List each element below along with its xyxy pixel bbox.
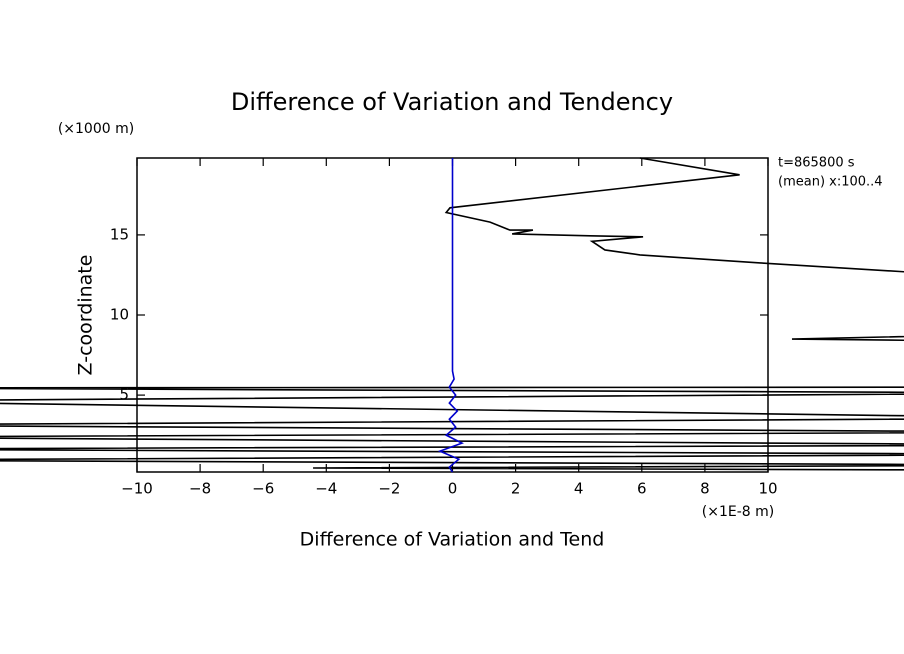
x-unit: (×1E-8 m) xyxy=(702,504,774,520)
data-line xyxy=(437,158,464,473)
chart-title: Difference of Variation and Tendency xyxy=(231,88,673,116)
y-axis-label: Z-coordinate xyxy=(75,255,97,376)
x-tick-label: 8 xyxy=(700,480,710,498)
x-tick-label: 10 xyxy=(758,480,777,498)
x-tick-label: −10 xyxy=(121,480,153,498)
x-tick-label: 2 xyxy=(511,480,521,498)
x-axis-label: Difference of Variation and Tend xyxy=(300,529,605,551)
x-tick-label: 6 xyxy=(637,480,647,498)
x-tick-label: −2 xyxy=(378,480,400,498)
x-tick-label: −8 xyxy=(189,480,211,498)
y-tick-label: 5 xyxy=(119,386,129,404)
y-tick-label: 10 xyxy=(110,306,129,324)
x-tick-label: 0 xyxy=(448,480,458,498)
y-tick-label: 15 xyxy=(110,225,129,243)
x-tick-label: 4 xyxy=(574,480,584,498)
x-tick-label: −4 xyxy=(315,480,337,498)
annotation: t=865800 s xyxy=(778,156,855,171)
annotation: (mean) x:100..4 xyxy=(778,175,883,190)
x-tick-label: −6 xyxy=(252,480,274,498)
y-unit: (×1000 m) xyxy=(58,121,134,137)
